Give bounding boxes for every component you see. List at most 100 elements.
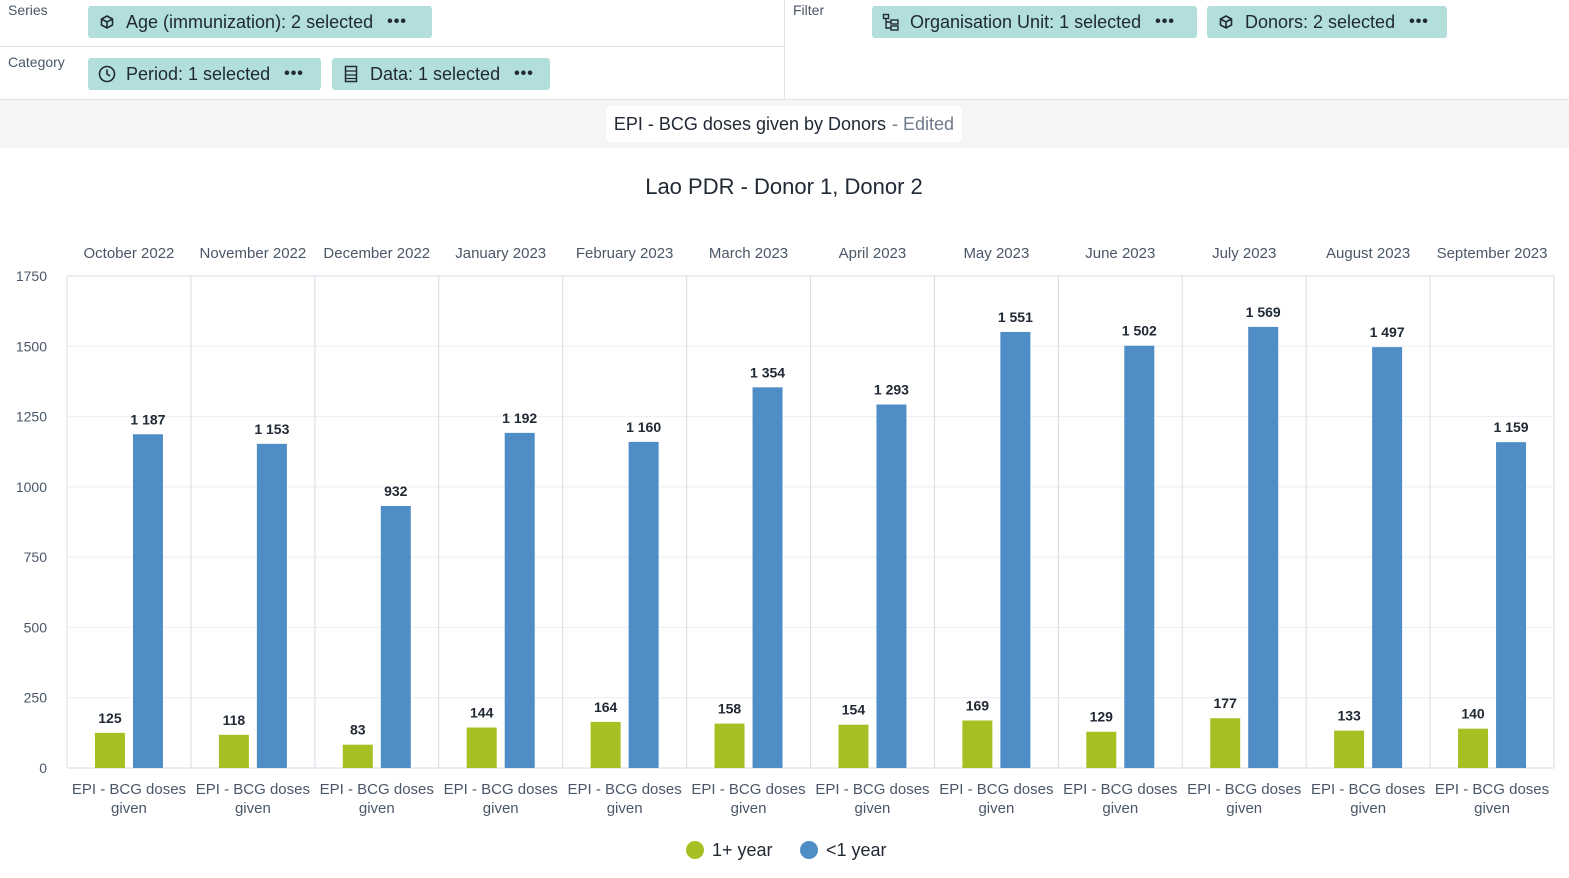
data-label: 932	[384, 483, 408, 499]
category-tick-label: EPI - BCG doses	[1187, 781, 1301, 798]
category-tick-label: given	[1226, 800, 1262, 817]
bar	[132, 434, 163, 768]
hierarchy-icon	[882, 13, 900, 31]
y-tick-label: 0	[39, 760, 47, 776]
bar	[628, 441, 659, 768]
category-tick-label: EPI - BCG doses	[939, 781, 1053, 798]
data-label: 164	[594, 699, 618, 715]
chip-label: Data: 1 selected	[370, 63, 501, 84]
dimension-icon	[1217, 13, 1235, 31]
legend-marker	[800, 841, 818, 859]
y-tick-label: 250	[24, 690, 48, 706]
category-tick-label: EPI - BCG doses	[1311, 781, 1425, 798]
data-label: 125	[98, 710, 122, 726]
category-tick-label: given	[111, 800, 147, 817]
layout-divider	[0, 46, 784, 47]
group-label: October 2022	[84, 245, 175, 262]
category-tick-label: EPI - BCG doses	[1063, 781, 1177, 798]
data-label: 169	[966, 697, 990, 713]
group-label: January 2023	[455, 245, 546, 262]
chip-label: Period: 1 selected	[126, 63, 271, 84]
bar	[876, 404, 907, 768]
bar	[1248, 326, 1279, 768]
legend-label: <1 year	[826, 840, 887, 860]
category-tick-label: EPI - BCG doses	[691, 781, 805, 798]
bar	[1372, 347, 1403, 768]
category-tick-label: EPI - BCG doses	[815, 781, 929, 798]
bar	[1210, 718, 1241, 768]
chip-menu-button[interactable]: •••	[1155, 13, 1175, 30]
data-label: 129	[1090, 709, 1114, 725]
chip-donors[interactable]: Donors: 2 selected •••	[1207, 6, 1447, 38]
data-label: 1 497	[1370, 324, 1405, 340]
data-label: 1 187	[130, 411, 165, 427]
data-label: 1 160	[626, 419, 661, 435]
category-tick-label: given	[483, 800, 519, 817]
y-tick-label: 1250	[16, 409, 47, 425]
chip-menu-button[interactable]: •••	[284, 65, 304, 82]
category-tick-label: given	[359, 800, 395, 817]
chip-age-immunization[interactable]: Age (immunization): 2 selected •••	[88, 6, 432, 38]
bar	[256, 443, 287, 768]
group-label: March 2023	[709, 245, 788, 262]
chip-organisation-unit[interactable]: Organisation Unit: 1 selected •••	[872, 6, 1197, 38]
bar	[1334, 730, 1365, 768]
category-tick-label: EPI - BCG doses	[568, 781, 682, 798]
data-label: 140	[1461, 706, 1485, 722]
category-tick-label: given	[1474, 800, 1510, 817]
group-label: February 2023	[576, 245, 674, 262]
group-label: June 2023	[1085, 245, 1155, 262]
data-label: 118	[223, 712, 246, 728]
category-axis-label: Category	[8, 54, 65, 70]
visualization-name: EPI - BCG doses given by Donors	[613, 113, 887, 134]
category-tick-label: given	[1102, 800, 1138, 817]
group-label: May 2023	[963, 245, 1029, 262]
bar	[1496, 442, 1527, 768]
bar	[218, 734, 249, 768]
data-label: 1 569	[1246, 304, 1281, 320]
data-label: 83	[350, 722, 366, 738]
bar	[714, 723, 745, 768]
data-label: 1 502	[1122, 323, 1157, 339]
bar	[1124, 345, 1155, 768]
bar	[838, 724, 869, 768]
bar	[1458, 728, 1489, 768]
data-label: 154	[842, 702, 866, 718]
category-tick-label: given	[1350, 800, 1386, 817]
layout-divider	[784, 0, 785, 100]
data-label: 1 293	[874, 381, 909, 397]
chip-menu-button[interactable]: •••	[514, 65, 534, 82]
category-tick-label: given	[855, 800, 891, 817]
data-label: 1 192	[502, 410, 537, 426]
layout-divider	[0, 99, 1569, 100]
y-tick-label: 750	[24, 549, 48, 565]
data-label: 177	[1214, 695, 1238, 711]
bar	[1000, 331, 1031, 768]
category-tick-label: EPI - BCG doses	[320, 781, 434, 798]
chip-period[interactable]: Period: 1 selected •••	[88, 58, 321, 90]
data-label: 144	[470, 705, 494, 721]
category-tick-label: EPI - BCG doses	[196, 781, 310, 798]
y-tick-label: 1750	[16, 268, 47, 284]
chip-data[interactable]: Data: 1 selected •••	[332, 58, 550, 90]
category-tick-label: EPI - BCG doses	[1435, 781, 1549, 798]
data-label: 133	[1337, 708, 1361, 724]
edited-status: - Edited	[892, 113, 955, 134]
y-tick-label: 500	[24, 619, 48, 635]
data-label: 1 354	[750, 364, 785, 380]
y-tick-label: 1000	[16, 479, 47, 495]
chip-menu-button[interactable]: •••	[1409, 13, 1429, 30]
bar	[466, 727, 497, 768]
data-label: 1 159	[1494, 419, 1529, 435]
bar	[1086, 731, 1117, 768]
group-label: November 2022	[200, 245, 307, 262]
data-label: 1 551	[998, 309, 1033, 325]
chip-label: Age (immunization): 2 selected	[126, 11, 374, 32]
visualization-title: EPI - BCG doses given by Donors - Edited	[606, 106, 962, 142]
chip-menu-button[interactable]: •••	[387, 13, 407, 30]
layout-panel: Series Category Filter Age (immunization…	[0, 0, 1569, 100]
group-label: July 2023	[1212, 245, 1276, 262]
category-tick-label: given	[235, 800, 271, 817]
bar	[380, 505, 411, 768]
bar	[590, 721, 621, 768]
